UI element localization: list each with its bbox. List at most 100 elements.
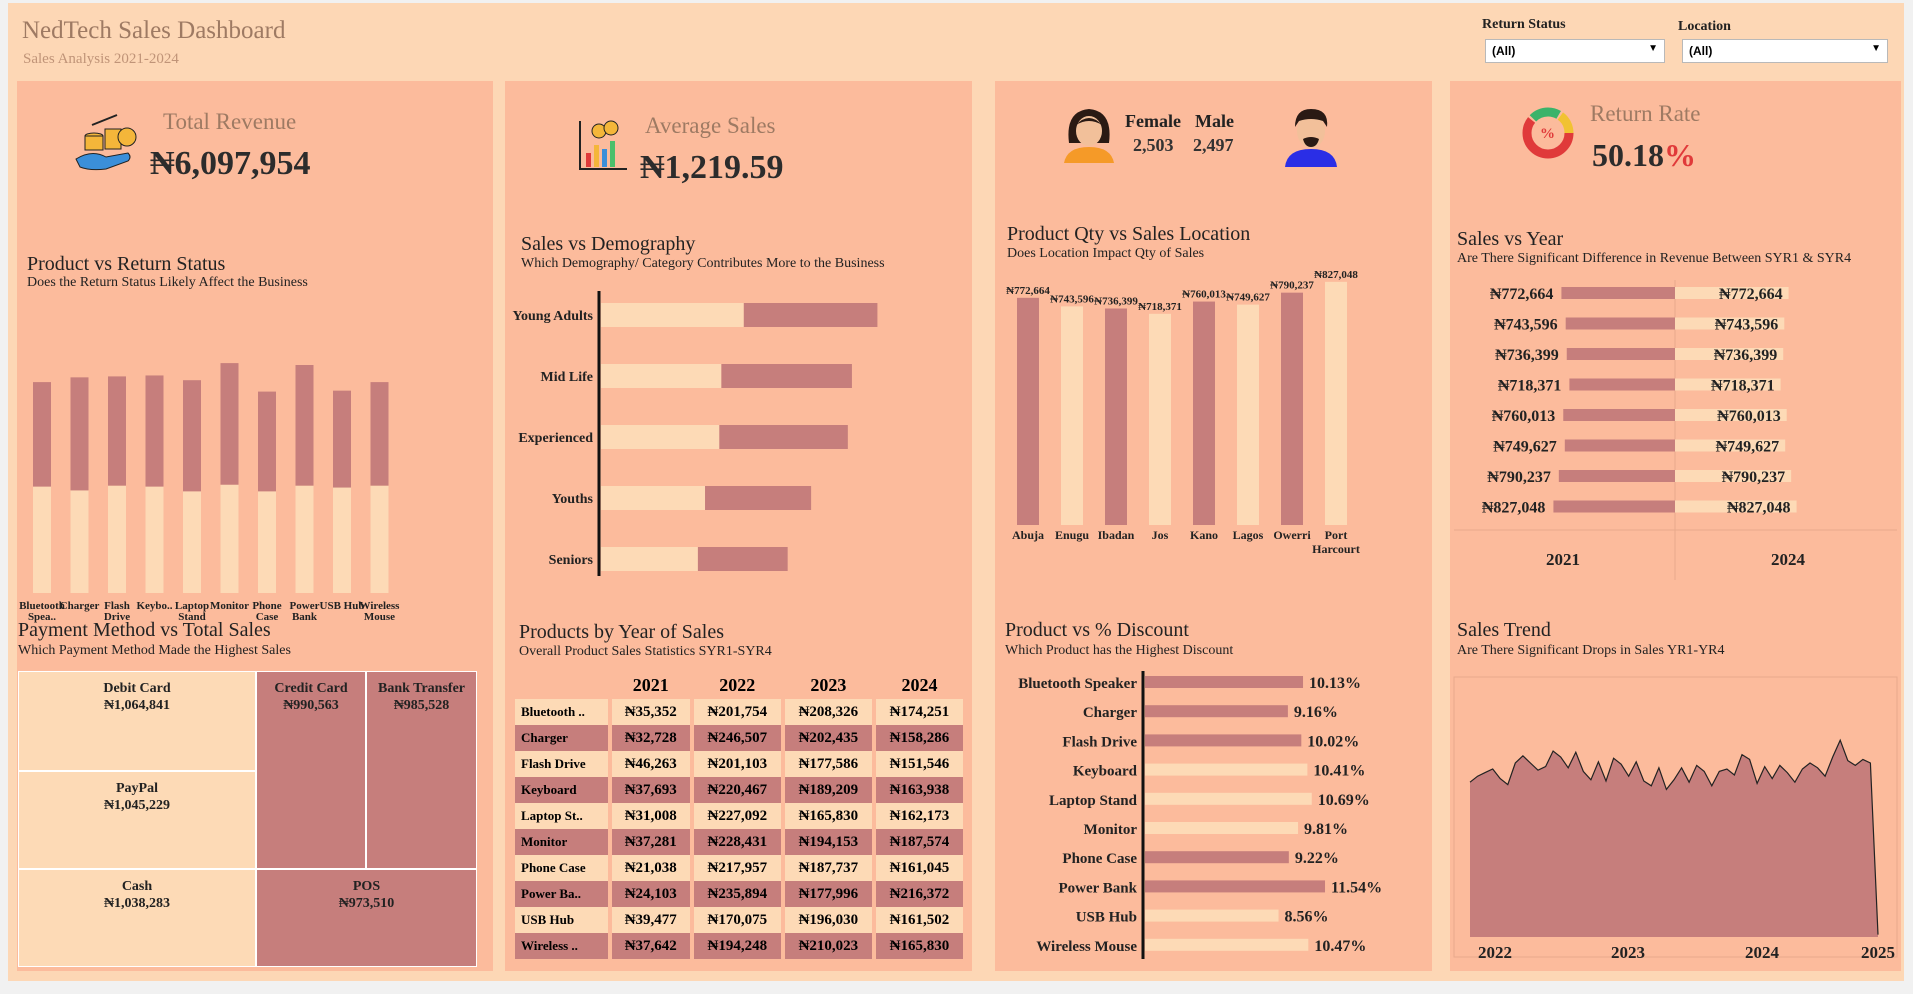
sales-year-chart: ₦772,664 ₦772,664 ₦743,596 ₦743,596 ₦736,399…: [1454, 280, 1897, 580]
bar-segment: [705, 486, 812, 510]
chart-title: Product vs % Discount: [1005, 619, 1189, 641]
treemap-value: ₦990,563: [283, 698, 339, 713]
bar-chart-icon: [577, 119, 629, 173]
table-cell: Monitor: [515, 829, 612, 855]
tick-label: USB Hub: [320, 600, 365, 612]
table-cell: ₦187,737: [782, 855, 876, 881]
average-sales-label: Average Sales: [645, 113, 776, 138]
data-label: ₦718,371: [1711, 378, 1775, 395]
table-cell: ₦35,352: [609, 699, 694, 725]
bar: [1553, 500, 1675, 513]
table-row: Keyboard ₦37,693 ₦220,467 ₦189,209 ₦163,938: [515, 777, 968, 803]
tick-label: Flash Drive: [1062, 734, 1137, 750]
male-label: Male: [1195, 111, 1234, 131]
chart-subtitle: Which Demography/ Category Contributes M…: [521, 256, 885, 271]
table-cell: ₦163,938: [873, 777, 968, 803]
data-label: ₦790,237: [1722, 469, 1786, 486]
bar: [1193, 301, 1215, 525]
female-label: Female: [1125, 111, 1181, 131]
treemap-cell: Bank Transfer ₦985,528: [366, 671, 477, 869]
table-cell: ₦37,642: [609, 933, 694, 959]
chart-subtitle: Which Payment Method Made the Highest Sa…: [18, 643, 291, 658]
bar: [1061, 306, 1083, 525]
bar-segment: [295, 485, 314, 593]
tick-label: 2024: [1745, 943, 1780, 962]
data-label: ₦772,664: [1490, 286, 1554, 303]
bar-segment: [697, 547, 788, 571]
data-label: 9.22%: [1295, 850, 1339, 867]
return-status-dropdown[interactable]: (All) ▼: [1485, 39, 1665, 63]
panel-revenue-column: Total Revenue ₦6,097,954 Product vs Retu…: [17, 81, 493, 971]
treemap-label: Bank Transfer: [378, 681, 465, 696]
table-header-cell: 2023: [810, 674, 847, 695]
tick-label: Wireless Mouse: [360, 600, 401, 623]
panel-sales-column: Average Sales ₦1,219.59 Sales vs Demogra…: [505, 81, 972, 971]
table-cell: ₦210,023: [782, 933, 876, 959]
table-cell: ₦246,507: [691, 725, 785, 751]
table-cell: ₦32,728: [609, 725, 694, 751]
tick-label: Young Adults: [512, 309, 593, 324]
table-cell: ₦216,372: [873, 881, 968, 907]
bar: [1145, 822, 1299, 834]
bar-segment: [183, 380, 201, 492]
bar: [1564, 439, 1675, 452]
table-cell: ₦161,045: [873, 855, 968, 881]
female-value: 2,503: [1133, 135, 1174, 155]
bar: [1145, 705, 1288, 718]
bar: [1281, 292, 1303, 525]
bar-segment: [601, 547, 698, 571]
tick-label: Monitor: [1084, 822, 1138, 838]
table-cell: ₦165,830: [782, 803, 876, 829]
tick-label: Phone Case: [1062, 851, 1137, 867]
tick-label: Lagos: [1233, 528, 1264, 542]
location-dropdown[interactable]: (All) ▼: [1682, 39, 1888, 63]
table-row: Charger ₦32,728 ₦246,507 ₦202,435 ₦158,286: [515, 725, 968, 751]
chart-subtitle: Which Product has the Highest Discount: [1005, 643, 1234, 658]
panel-location-column: Female 2,503 Male 2,497 Product Qty vs S…: [995, 81, 1432, 971]
table-cell: Flash Drive: [515, 751, 612, 777]
column-header: 2021: [1546, 550, 1580, 569]
data-label: ₦743,596: [1715, 317, 1779, 334]
data-label: 11.54%: [1331, 879, 1382, 896]
table-cell: ₦151,546: [873, 751, 968, 777]
tick-label: 2025: [1861, 943, 1895, 962]
data-label: ₦749,627: [1716, 439, 1780, 456]
bar-segment: [258, 391, 276, 492]
bar: [1563, 409, 1675, 421]
table-row: Power Ba.. ₦24,103 ₦235,894 ₦177,996 ₦216,37…: [515, 881, 968, 907]
table-header-cell: 2024: [901, 674, 938, 695]
dashboard: NedTech Sales Dashboard Sales Analysis 2…: [8, 3, 1904, 981]
treemap-label: Debit Card: [103, 681, 171, 696]
bar-segment: [719, 425, 848, 449]
dropdown-value: (All): [1492, 44, 1516, 58]
table-cell: ₦228,431: [691, 829, 785, 855]
data-label: ₦749,627: [1493, 439, 1557, 456]
tick-label: Monitor: [210, 600, 249, 612]
bar-segment: [183, 491, 201, 593]
total-revenue-label: Total Revenue: [163, 109, 297, 134]
chart-subtitle: Overall Product Sales Statistics SYR1-SY…: [519, 644, 772, 659]
bar: [1145, 734, 1302, 747]
tick-label: Charger: [1083, 705, 1137, 721]
bar-segment: [70, 490, 89, 593]
data-label: ₦743,596: [1050, 293, 1094, 305]
tick-label: Keybo..: [136, 600, 172, 612]
treemap-cell: POS ₦973,510: [256, 869, 477, 967]
table-cell: ₦162,173: [873, 803, 968, 829]
table-cell: ₦201,103: [691, 751, 785, 777]
sales-demography-chart: Young Adults Mid Life Experienced Youths Sen…: [512, 291, 878, 576]
chart-title: Product Qty vs Sales Location: [1007, 223, 1251, 245]
data-label: ₦772,664: [1006, 285, 1050, 297]
table-cell: Keyboard: [515, 777, 612, 803]
discount-chart: Bluetooth Speaker 10.13% Charger 9.16% Flash…: [1018, 671, 1382, 959]
tick-label: Flash Drive: [104, 600, 130, 623]
tick-label: Keyboard: [1073, 764, 1138, 780]
filter-label: Location: [1678, 19, 1731, 34]
chart-subtitle: Are There Significant Drops in Sales YR1…: [1457, 643, 1725, 658]
treemap-cell: Cash ₦1,038,283: [18, 869, 256, 967]
data-label: ₦827,048: [1314, 271, 1358, 281]
table-cell: ₦177,996: [782, 881, 876, 907]
data-label: ₦743,596: [1494, 317, 1558, 334]
bar: [1566, 348, 1675, 360]
data-label: ₦790,237: [1487, 469, 1551, 486]
